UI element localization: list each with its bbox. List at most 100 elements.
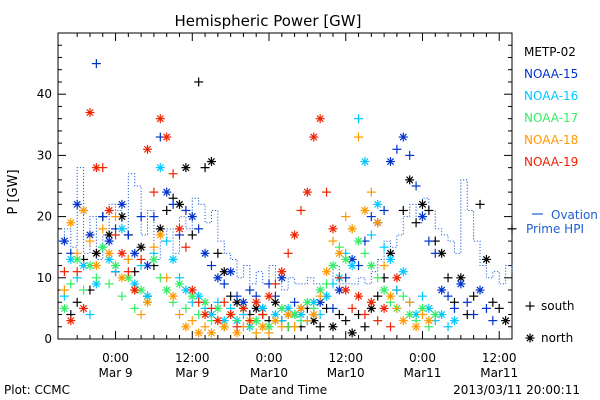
noaa-17-north-point <box>366 261 376 271</box>
noaa-18-south-point <box>174 310 184 320</box>
noaa-17-north-point <box>98 242 108 252</box>
metp-02-south-point <box>200 163 210 173</box>
metp-02-south-point <box>411 218 421 228</box>
noaa-15-south-point <box>411 181 421 191</box>
noaa-19-south-point <box>296 205 306 215</box>
noaa-17-south-point <box>91 273 101 283</box>
noaa-15-south-point <box>98 212 108 222</box>
noaa-15-south-point <box>219 279 229 289</box>
noaa-17-north-point <box>302 297 312 307</box>
noaa-17-south-point <box>117 291 127 301</box>
x-tick-label-time: 0:00 <box>102 351 129 365</box>
x-tick-label-date: Mar11 <box>404 366 442 380</box>
noaa-18-north-point <box>206 328 216 338</box>
legend-ovation-label: Ovation <box>551 208 598 222</box>
noaa-18-south-point <box>379 261 389 271</box>
noaa-19-north-point <box>213 316 223 326</box>
metp-02-north-point <box>417 199 427 209</box>
metp-02-south-point <box>315 322 325 332</box>
noaa-17-south-point <box>104 279 114 289</box>
noaa-15-south-point <box>366 212 376 222</box>
x-tick-label-date: Mar 9 <box>99 366 133 380</box>
noaa-16-north-point <box>155 163 165 173</box>
noaa-18-north-point <box>219 322 229 332</box>
y-tick-label: 0 <box>44 332 52 346</box>
metp-02-north-point <box>328 322 338 332</box>
noaa-19-north-point <box>315 114 325 124</box>
noaa-15-south-point <box>379 205 389 215</box>
legend-north-label: north <box>541 331 573 345</box>
x-tick-label-time: 12:00 <box>328 351 363 365</box>
noaa-16-north-point <box>117 224 127 234</box>
noaa-15-north-point <box>59 236 69 246</box>
legend-entry-noaa-17: NOAA-17 <box>524 111 578 125</box>
noaa-15-north-point <box>386 157 396 167</box>
noaa-19-north-point <box>226 310 236 320</box>
noaa-15-north-point <box>226 267 236 277</box>
noaa-18-north-point <box>91 261 101 271</box>
noaa-19-south-point <box>206 303 216 313</box>
noaa-18-north-point <box>411 322 421 332</box>
noaa-19-north-point <box>354 291 364 301</box>
x-tick-label-time: 0:00 <box>409 351 436 365</box>
noaa-17-north-point <box>111 261 121 271</box>
noaa-19-south-point <box>123 267 133 277</box>
noaa-15-south-point <box>481 303 491 313</box>
noaa-17-south-point <box>79 285 89 295</box>
noaa-18-south-point <box>98 224 108 234</box>
x-tick-label-time: 0:00 <box>256 351 283 365</box>
noaa-19-south-point <box>149 187 159 197</box>
metp-02-south-point <box>187 230 197 240</box>
noaa-17-north-point <box>328 261 338 271</box>
noaa-15-south-point <box>123 230 133 240</box>
noaa-19-south-point <box>334 273 344 283</box>
noaa-19-south-point <box>168 169 178 179</box>
metp-02-south-point <box>360 322 370 332</box>
noaa-18-south-point <box>136 310 146 320</box>
noaa-15-north-point <box>238 297 248 307</box>
noaa-18-south-point <box>328 236 338 246</box>
noaa-18-south-point <box>59 285 69 295</box>
noaa-15-south-point <box>149 212 159 222</box>
legend-entry-noaa-16: NOAA-16 <box>524 89 578 103</box>
noaa-16-north-point <box>360 157 370 167</box>
metp-02-south-point <box>469 291 479 301</box>
noaa-17-south-point <box>322 279 332 289</box>
noaa-18-south-point <box>392 303 402 313</box>
metp-02-north-point <box>91 248 101 258</box>
metp-02-north-point <box>386 248 396 258</box>
noaa-15-south-point <box>424 236 434 246</box>
noaa-19-north-point <box>341 285 351 295</box>
metp-02-north-point <box>347 328 357 338</box>
noaa-19-south-point <box>111 230 121 240</box>
noaa-18-north-point <box>270 316 280 326</box>
noaa-18-south-point <box>366 187 376 197</box>
noaa-15-south-point <box>462 297 472 307</box>
noaa-19-south-point <box>360 310 370 320</box>
noaa-15-north-point <box>72 199 82 209</box>
noaa-19-north-point <box>155 114 165 124</box>
noaa-17-north-point <box>354 236 364 246</box>
noaa-19-north-point <box>328 224 338 234</box>
noaa-18-south-point <box>277 322 287 332</box>
noaa-18-north-point <box>334 248 344 258</box>
noaa-19-north-point <box>200 310 210 320</box>
noaa-18-north-point <box>373 218 383 228</box>
x-tick-label-time: 12:00 <box>175 351 210 365</box>
noaa-19-north-point <box>187 285 197 295</box>
noaa-15-south-point <box>168 199 178 209</box>
noaa-18-north-point <box>424 316 434 326</box>
noaa-15-south-point <box>136 212 146 222</box>
noaa-17-north-point <box>315 285 325 295</box>
noaa-18-north-point <box>194 328 204 338</box>
noaa-19-south-point <box>136 254 146 264</box>
noaa-18-north-point <box>117 273 127 283</box>
noaa-19-south-point <box>59 267 69 277</box>
noaa-19-south-point <box>322 187 332 197</box>
noaa-19-south-point <box>98 163 108 173</box>
noaa-15-north-point <box>456 279 466 289</box>
noaa-19-north-point <box>79 303 89 313</box>
noaa-15-south-point <box>392 144 402 154</box>
